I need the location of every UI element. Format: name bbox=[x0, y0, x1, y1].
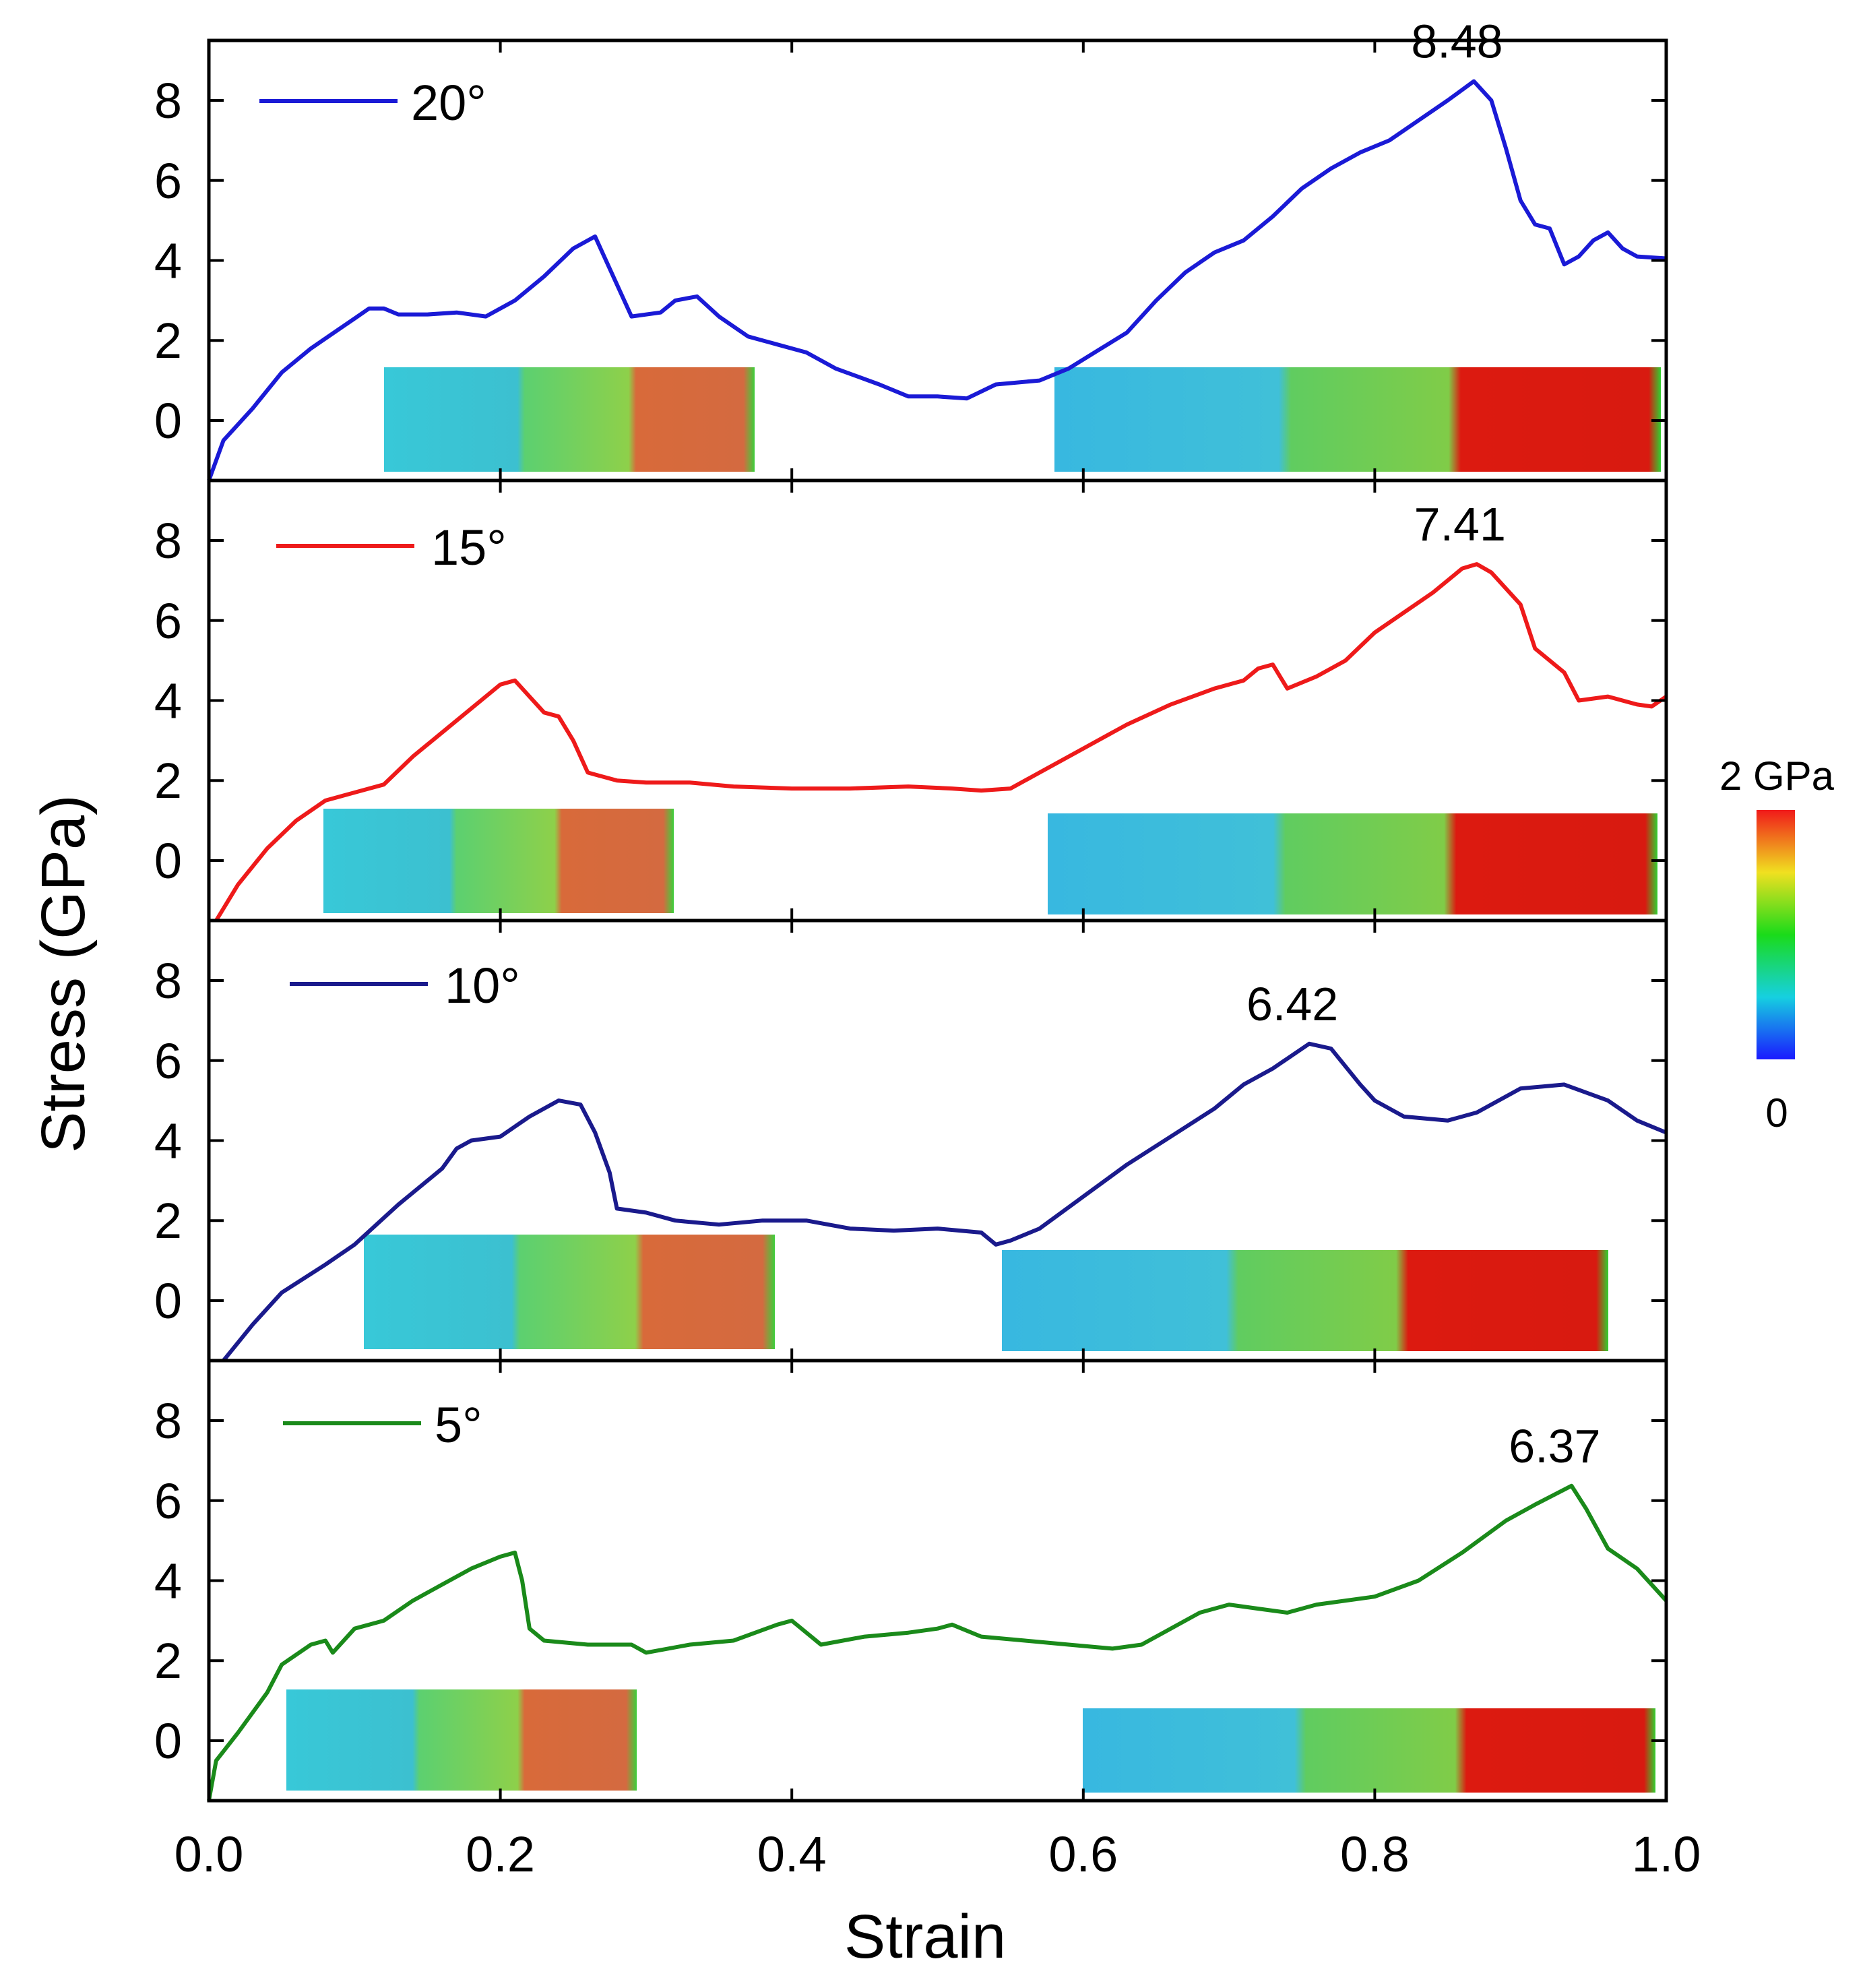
snapshot-inset-right bbox=[1048, 813, 1657, 914]
panel-20deg: 0 2 4 6 8 20° 8.48 bbox=[154, 15, 1668, 483]
x-axis-title: Strain bbox=[844, 1902, 1006, 1971]
y-tick-label: 2 bbox=[154, 313, 182, 369]
peak-value-label: 6.42 bbox=[1246, 978, 1338, 1030]
y-tick-label: 6 bbox=[154, 153, 182, 209]
y-tick-label: 0 bbox=[154, 1273, 182, 1329]
colorbar-min-label: 0 bbox=[1765, 1090, 1788, 1136]
y-tick-label: 6 bbox=[154, 1473, 182, 1529]
y-tick-label: 8 bbox=[154, 513, 182, 569]
y-tick-label: 2 bbox=[154, 753, 182, 809]
x-tick-label: 0.2 bbox=[466, 1826, 535, 1882]
y-tick-label: 8 bbox=[154, 953, 182, 1009]
x-tick-label: 1.0 bbox=[1632, 1826, 1701, 1882]
y-tick-label: 0 bbox=[154, 833, 182, 889]
y-tick-label: 2 bbox=[154, 1193, 182, 1249]
series-line-15deg bbox=[214, 562, 1668, 922]
series-line-10deg bbox=[222, 1041, 1668, 1362]
legend-label-5deg: 5° bbox=[435, 1397, 482, 1453]
y-tick-label: 2 bbox=[154, 1633, 182, 1689]
y-tick-label: 4 bbox=[154, 673, 182, 729]
y-tick-label: 4 bbox=[154, 1553, 182, 1609]
series-line-20deg bbox=[207, 79, 1667, 482]
panel-15deg: 0 2 4 6 8 15° 7.41 bbox=[154, 478, 1668, 923]
y-tick-label: 8 bbox=[154, 1393, 182, 1449]
y-tick-label: 6 bbox=[154, 1033, 182, 1089]
y-tick-label: 4 bbox=[154, 233, 182, 289]
legend-label-15deg: 15° bbox=[431, 520, 507, 576]
peak-value-label: 8.48 bbox=[1411, 15, 1503, 68]
colorbar-max-label: 2 GPa bbox=[1719, 753, 1835, 799]
y-tick-label: 6 bbox=[154, 593, 182, 649]
peak-value-label: 6.37 bbox=[1509, 1420, 1600, 1472]
x-tick-label: 0.4 bbox=[757, 1826, 827, 1882]
colorbar: 2 GPa 0 bbox=[1719, 753, 1835, 1136]
y-tick-label: 0 bbox=[154, 393, 182, 449]
snapshot-inset-right bbox=[1002, 1250, 1608, 1351]
snapshot-inset-right bbox=[1083, 1708, 1655, 1793]
panel-5deg: 0 2 4 6 8 5° 6.37 bbox=[154, 1359, 1668, 1803]
snapshot-inset-left bbox=[384, 367, 755, 472]
series-line-5deg bbox=[207, 1483, 1668, 1801]
snapshot-inset-left bbox=[364, 1235, 775, 1349]
x-tick-label: 0.6 bbox=[1048, 1826, 1118, 1882]
x-tick-label: 0.8 bbox=[1340, 1826, 1410, 1882]
y-tick-label: 4 bbox=[154, 1113, 182, 1169]
panels: 0 2 4 6 8 20° 8.48 0 2 4 6 8 15° 7.41 0 2 4 6 8 10° 6.42 0 2 4 6… bbox=[154, 15, 1701, 1882]
panel-10deg: 0 2 4 6 8 10° 6.42 bbox=[154, 919, 1668, 1363]
legend-label-10deg: 10° bbox=[445, 958, 520, 1014]
colorbar-gradient bbox=[1757, 810, 1795, 1059]
snapshot-inset-right bbox=[1054, 367, 1661, 472]
snapshot-inset-left bbox=[323, 809, 674, 913]
legend-label-20deg: 20° bbox=[411, 75, 486, 131]
x-tick-label: 0.0 bbox=[175, 1826, 244, 1882]
y-tick-label: 0 bbox=[154, 1713, 182, 1769]
y-axis-title: Stress (GPa) bbox=[29, 795, 98, 1153]
y-tick-label: 8 bbox=[154, 73, 182, 129]
peak-value-label: 7.41 bbox=[1414, 498, 1506, 551]
snapshot-inset-left bbox=[286, 1689, 637, 1791]
